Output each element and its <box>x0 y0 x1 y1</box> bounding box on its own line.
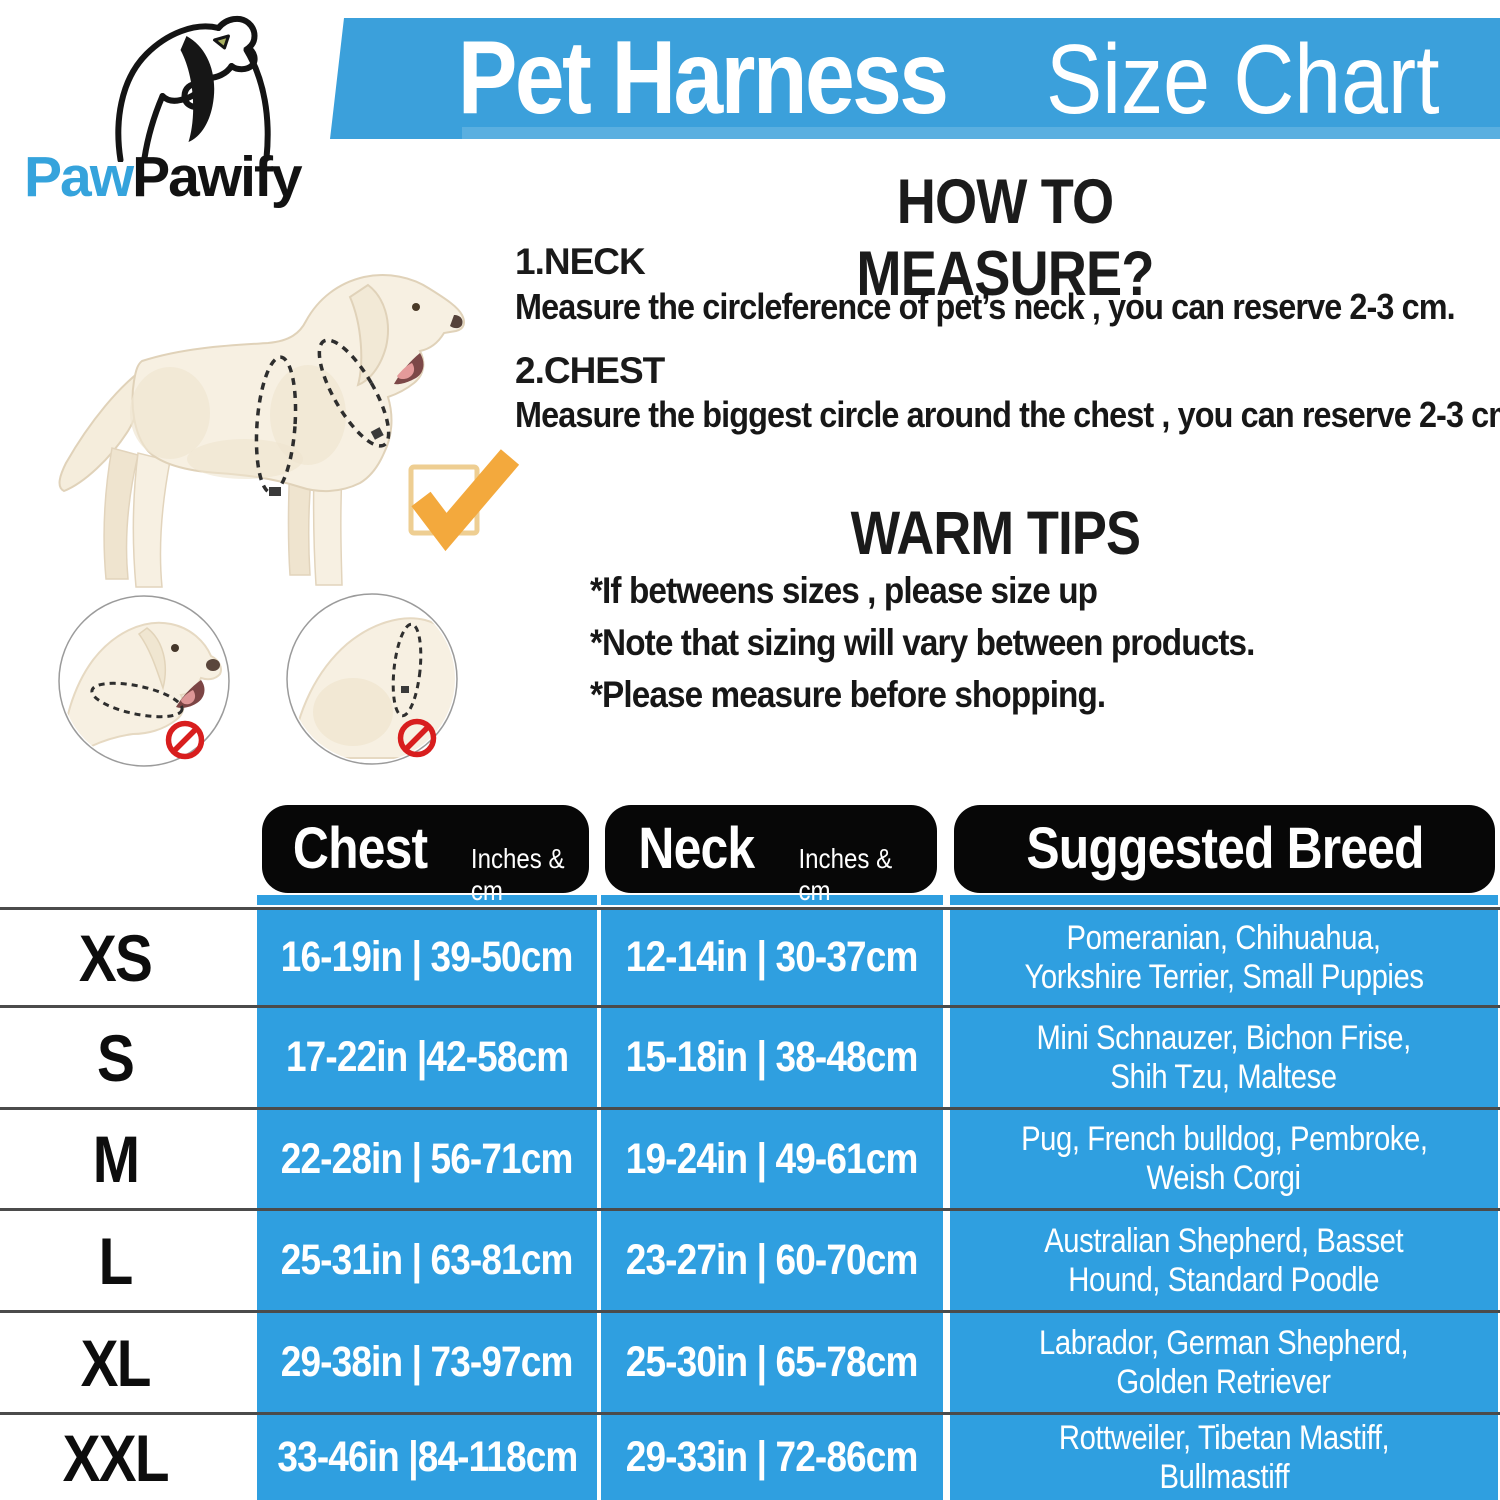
step-chest-label: 2.CHEST <box>515 350 665 391</box>
dog-logo-icon <box>115 15 271 162</box>
neck-value-s: 15-18in | 38-48cm <box>626 1033 919 1081</box>
checkmark-icon <box>408 449 520 552</box>
neck-value-xl: 25-30in | 65-78cm <box>626 1338 919 1386</box>
row-divider <box>0 1412 1500 1415</box>
warm-tips-heading: WARM TIPS <box>850 499 1140 567</box>
size-label-xl: XL <box>80 1325 151 1400</box>
warm-tip-3: *Please measure before shopping. <box>590 674 1106 715</box>
neck-tape-loop <box>317 338 391 448</box>
breed-value-xs: Pomeranian, Chihuahua, Yorkshire Terrier… <box>1024 918 1424 996</box>
size-label-xxl: XXL <box>62 1420 169 1495</box>
no-symbol-icon <box>397 718 437 758</box>
breed-value-m: Pug, French bulldog, Pembroke, Weish Cor… <box>1020 1120 1428 1197</box>
neck-value-xxl: 29-33in | 72-86cm <box>626 1433 919 1481</box>
wrong-measurement-example-2 <box>286 593 458 765</box>
dog-nose <box>450 315 463 329</box>
banner-accent-strip <box>462 127 1500 139</box>
wrong-measurement-example-1 <box>58 595 230 767</box>
chest-value-xl: 29-38in | 73-97cm <box>281 1338 574 1386</box>
tape-too-low <box>90 681 184 719</box>
page-title-light: Size Chart <box>1046 24 1440 134</box>
row-divider <box>0 907 1500 910</box>
warm-tip-1: *If betweens sizes , please size up <box>590 570 1098 611</box>
row-divider <box>0 1208 1500 1211</box>
column-header-breed: Suggested Breed <box>954 805 1495 893</box>
breed-value-xl: Labrador, German Shepherd, Golden Retrie… <box>1039 1323 1409 1401</box>
row-divider <box>0 1107 1500 1110</box>
chest-value-xs: 16-19in | 39-50cm <box>281 933 574 981</box>
chest-column-background <box>257 895 597 1500</box>
dog-tongue <box>397 363 415 380</box>
column-header-neck: Neck Inches & cm <box>605 805 937 906</box>
no-symbol-icon <box>165 720 205 760</box>
header-separator <box>0 905 1500 907</box>
size-label-l: L <box>98 1223 134 1298</box>
dog-logo-eye <box>213 34 230 50</box>
title-banner: Pet Harness Size Chart <box>330 18 1500 139</box>
step-chest-text: Measure the biggest circle around the ch… <box>515 394 1500 435</box>
chest-value-m: 22-28in | 56-71cm <box>281 1134 574 1183</box>
page-title-bold: Pet Harness <box>457 20 949 136</box>
breed-value-l: Australian Shepherd, Basset Hound, Stand… <box>1044 1221 1404 1299</box>
column-header-chest: Chest Inches & cm <box>262 805 589 906</box>
dog-measurement-illustration <box>58 274 465 588</box>
step-neck-text: Measure the circleference of pet’s neck … <box>515 286 1456 327</box>
size-label-m: M <box>92 1122 139 1196</box>
chest-tape-loop <box>254 355 298 495</box>
breed-value-s: Mini Schnauzer, Bichon Frise, Shih Tzu, … <box>1036 1018 1412 1096</box>
breed-value-xxl: Rottweiler, Tibetan Mastiff, Bullmastiff <box>1058 1418 1390 1496</box>
chest-value-s: 17-22in |42-58cm <box>285 1033 569 1081</box>
dog-logo-ear <box>180 36 215 142</box>
breed-column-background <box>950 895 1498 1500</box>
brand-name-part1: Paw <box>24 145 134 209</box>
row-divider <box>0 1310 1500 1313</box>
chest-value-l: 25-31in | 63-81cm <box>281 1236 574 1284</box>
tape-too-high <box>391 622 423 718</box>
dog-eye <box>412 303 420 311</box>
size-label-s: S <box>96 1020 135 1095</box>
size-label-xs: XS <box>78 920 153 995</box>
neck-value-xs: 12-14in | 30-37cm <box>626 933 919 981</box>
row-divider <box>0 1005 1500 1008</box>
how-to-measure-heading: HOW TO MEASURE? <box>856 167 1154 309</box>
chest-value-xxl: 33-46in |84-118cm <box>276 1433 578 1481</box>
neck-value-l: 23-27in | 60-70cm <box>626 1236 919 1284</box>
neck-value-m: 19-24in | 49-61cm <box>626 1134 919 1183</box>
brand-logo-text: PawPawify <box>24 144 303 210</box>
step-neck-label: 1.NECK <box>515 241 646 282</box>
brand-name-part2: Pawify <box>132 145 303 209</box>
warm-tip-2: *Note that sizing will vary between prod… <box>590 622 1255 663</box>
neck-column-background <box>601 895 943 1500</box>
